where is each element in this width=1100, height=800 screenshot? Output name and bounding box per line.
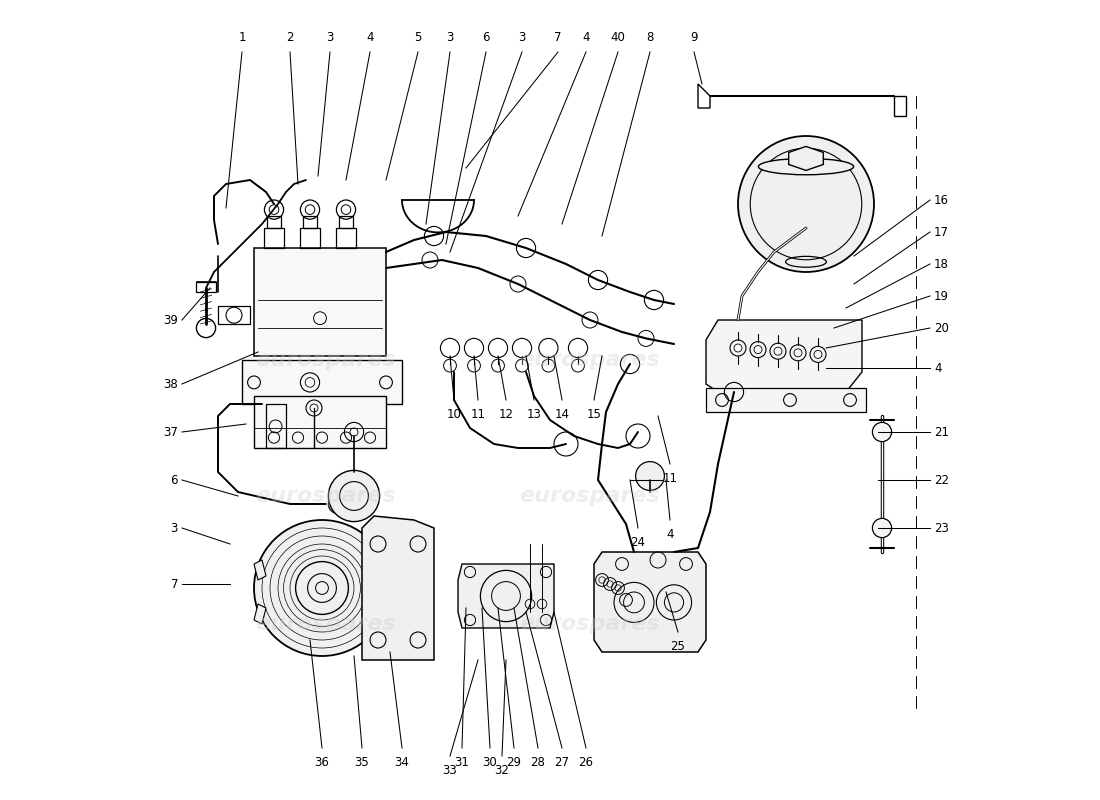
Text: eurospares: eurospares <box>519 486 660 506</box>
Bar <box>254 396 386 448</box>
Text: 18: 18 <box>934 258 949 270</box>
Polygon shape <box>706 388 866 412</box>
Text: 28: 28 <box>530 756 546 769</box>
Text: 4: 4 <box>934 362 942 374</box>
Bar <box>267 216 282 228</box>
Polygon shape <box>789 146 823 170</box>
Bar <box>302 216 317 228</box>
Bar <box>196 282 217 292</box>
Text: eurospares: eurospares <box>255 486 396 506</box>
Polygon shape <box>242 360 402 404</box>
Text: 19: 19 <box>934 290 949 302</box>
Text: 9: 9 <box>691 31 697 44</box>
Text: 35: 35 <box>354 756 370 769</box>
Ellipse shape <box>758 158 854 174</box>
Text: 4: 4 <box>667 528 673 541</box>
Text: 23: 23 <box>934 522 949 534</box>
Text: 5: 5 <box>415 31 421 44</box>
Text: 33: 33 <box>442 764 458 777</box>
Text: 31: 31 <box>454 756 470 769</box>
Text: eurospares: eurospares <box>519 614 660 634</box>
Text: eurospares: eurospares <box>519 350 660 370</box>
Text: 14: 14 <box>554 408 570 421</box>
Text: 40: 40 <box>610 31 626 44</box>
Text: 3: 3 <box>447 31 453 44</box>
Text: 6: 6 <box>482 31 490 44</box>
Polygon shape <box>362 516 435 660</box>
Text: 6: 6 <box>170 474 178 486</box>
Bar <box>218 306 250 324</box>
Text: 15: 15 <box>586 408 602 421</box>
Circle shape <box>329 470 379 522</box>
Text: 24: 24 <box>630 536 646 549</box>
Text: 11: 11 <box>662 472 678 485</box>
Text: 3: 3 <box>518 31 526 44</box>
Text: 39: 39 <box>163 314 178 326</box>
Text: 37: 37 <box>163 426 178 438</box>
Polygon shape <box>594 552 706 652</box>
Circle shape <box>738 136 874 272</box>
Text: 11: 11 <box>471 408 485 421</box>
Text: 29: 29 <box>506 756 521 769</box>
Text: 32: 32 <box>495 764 509 777</box>
Polygon shape <box>458 564 554 628</box>
Circle shape <box>254 520 390 656</box>
Text: 25: 25 <box>671 640 685 653</box>
Text: 10: 10 <box>447 408 461 421</box>
Text: 17: 17 <box>934 226 949 238</box>
Polygon shape <box>706 320 862 392</box>
Text: 22: 22 <box>934 474 949 486</box>
Polygon shape <box>254 604 266 624</box>
Bar <box>337 228 355 248</box>
Text: 38: 38 <box>163 378 178 390</box>
Bar <box>264 228 284 248</box>
Text: 12: 12 <box>498 408 514 421</box>
Text: 20: 20 <box>934 322 949 334</box>
Circle shape <box>872 518 892 538</box>
Bar <box>339 216 353 228</box>
Text: 8: 8 <box>647 31 653 44</box>
Text: 21: 21 <box>934 426 949 438</box>
Text: 1: 1 <box>239 31 245 44</box>
Text: 4: 4 <box>582 31 590 44</box>
Circle shape <box>872 422 892 442</box>
Text: 30: 30 <box>483 756 497 769</box>
Text: eurospares: eurospares <box>255 350 396 370</box>
Text: 34: 34 <box>395 756 409 769</box>
Text: 2: 2 <box>286 31 294 44</box>
Text: 26: 26 <box>579 756 594 769</box>
Polygon shape <box>254 560 266 580</box>
Text: eurospares: eurospares <box>255 614 396 634</box>
Text: 13: 13 <box>527 408 541 421</box>
Text: 3: 3 <box>327 31 333 44</box>
Text: 27: 27 <box>554 756 570 769</box>
Text: 7: 7 <box>554 31 562 44</box>
Text: 16: 16 <box>934 194 949 206</box>
Text: 4: 4 <box>366 31 374 44</box>
Bar <box>300 228 320 248</box>
Circle shape <box>636 462 664 490</box>
Bar <box>266 404 286 448</box>
Text: 3: 3 <box>170 522 178 534</box>
Text: 7: 7 <box>170 578 178 590</box>
Bar <box>254 248 386 356</box>
Text: 36: 36 <box>315 756 329 769</box>
